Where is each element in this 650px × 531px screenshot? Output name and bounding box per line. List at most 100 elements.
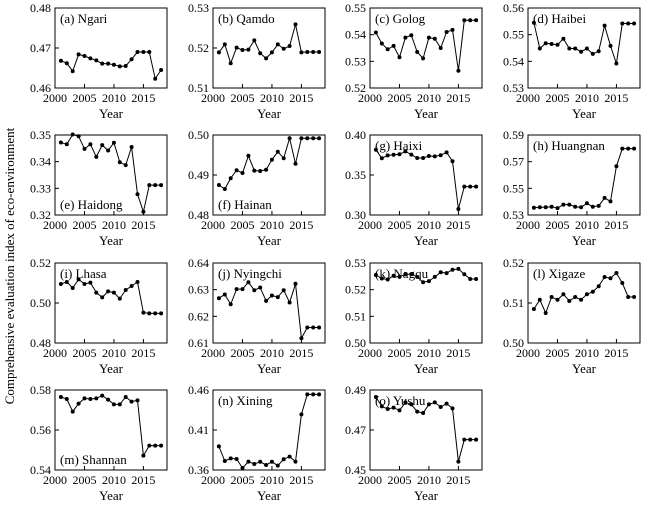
panel-6-data-point — [228, 176, 233, 181]
panel-5-data-point — [141, 209, 146, 214]
panel-11-data-point — [468, 277, 473, 281]
panel-8-series-line — [533, 148, 635, 209]
panel-15-data-point — [474, 437, 479, 442]
panel-2-data-point — [222, 42, 227, 47]
panel-12-data-point — [573, 295, 578, 299]
panel-2-data-point — [281, 46, 286, 51]
panel-9-data-point — [153, 311, 158, 316]
panel-1-series-line — [60, 51, 162, 81]
panel-10-x-axis-label: Year — [257, 361, 282, 376]
panel-14-data-point — [258, 459, 263, 464]
panel-9-data-point — [135, 280, 140, 284]
panel-4-data-point — [579, 49, 584, 54]
panel-11-data-point — [391, 273, 396, 278]
panel-4-y-tick-label: 0.54 — [503, 54, 524, 68]
panel-13-y-tick-label: 0.56 — [30, 423, 51, 437]
panel-11-data-point — [397, 274, 402, 279]
panel-9-x-tick-label: 2005 — [72, 346, 96, 360]
panel-10-data-point — [287, 300, 292, 305]
panel-7-data-point — [397, 152, 402, 157]
panel-11-x-tick-label: 2000 — [358, 346, 382, 360]
panel-8-data-point — [579, 205, 584, 210]
panel-3-data-point — [421, 56, 426, 61]
panel-2-x-tick-label: 2000 — [201, 91, 225, 105]
panel-5-data-point — [76, 134, 81, 139]
panel-4-data-point — [531, 20, 536, 25]
panel-8-x-tick-label: 2005 — [545, 218, 569, 232]
panel-14-data-point — [287, 454, 292, 459]
panel-12-y-tick-label: 0.51 — [503, 296, 524, 310]
panel-9-data-point — [58, 282, 63, 286]
panel-11-data-point — [403, 272, 408, 277]
panel-6-data-point — [275, 149, 280, 154]
panel-4-data-point — [620, 21, 625, 26]
panel-15-data-point — [432, 400, 437, 405]
panel-12-data-point — [561, 292, 566, 297]
panel-6-data-point — [216, 183, 221, 187]
panel-6-data-point — [246, 153, 251, 158]
panel-8-data-point — [590, 204, 595, 209]
panel-6-x-axis-label: Year — [257, 233, 282, 248]
panel-11-y-tick-label: 0.51 — [345, 309, 366, 323]
panel-15-data-point — [409, 402, 414, 407]
panel-10-data-point — [311, 325, 316, 330]
panel-12-data-point — [608, 276, 613, 281]
panel-11-data-point — [432, 274, 437, 279]
panel-11-data-point — [444, 271, 449, 276]
panel-9-data-point — [111, 290, 116, 295]
panel-10-data-point — [299, 336, 304, 341]
panel-3-data-point — [444, 30, 449, 34]
panel-3-data-point — [403, 35, 408, 40]
panel-7-data-point — [409, 152, 414, 157]
panel-3-data-point — [397, 55, 402, 60]
panel-14-data-point — [311, 392, 316, 397]
panel-15-data-point — [415, 409, 420, 414]
panel-13-data-point — [106, 397, 111, 402]
panel-15-panel-label: (o) Yushu — [375, 393, 426, 408]
panel-3-data-point — [468, 18, 473, 23]
panel-12-panel-label: (l) Xigaze — [533, 266, 586, 281]
panel-8-data-point — [537, 205, 542, 210]
panel-8-data-point — [549, 204, 554, 209]
panel-7-data-point — [415, 156, 420, 160]
panel-12-y-tick-label: 0.50 — [503, 336, 524, 350]
panel-13-panel-label: (m) Shannan — [60, 452, 127, 467]
panel-14-x-tick-label: 2010 — [260, 473, 284, 487]
panel-9-series-line — [60, 278, 162, 314]
panel-12-data-point — [537, 297, 542, 302]
panel-15-data-point — [403, 400, 408, 405]
panel-2-x-tick-label: 2010 — [260, 91, 284, 105]
panel-1-data-point — [100, 61, 105, 66]
panel-4-data-point — [632, 21, 637, 26]
panel-8-frame — [527, 134, 641, 216]
panel-11-y-tick-label: 0.52 — [345, 283, 366, 297]
panel-10-x-tick-label: 2005 — [230, 346, 254, 360]
panel-11-x-tick-label: 2010 — [417, 346, 441, 360]
panel-15-data-point — [438, 405, 443, 409]
panel-15-y-tick-label: 0.49 — [345, 383, 366, 397]
panel-5-y-tick-label: 0.32 — [30, 208, 51, 222]
panel-1-data-point — [64, 61, 69, 66]
panel-13-x-tick-label: 2010 — [102, 473, 126, 487]
panel-14-data-point — [293, 459, 298, 464]
panel-8-data-point — [620, 146, 625, 151]
panel-13-data-point — [147, 443, 152, 448]
panel-1-y-tick-label: 0.48 — [30, 1, 51, 15]
panel-6-x-tick-label: 2010 — [260, 218, 284, 232]
panel-7-panel-label: (g) Haixi — [375, 138, 423, 153]
panel-14-data-point — [299, 412, 304, 417]
panel-6-data-point — [222, 187, 227, 191]
panel-5-frame — [54, 134, 168, 216]
panel-2-y-tick-label: 0.51 — [188, 81, 209, 95]
panel-7-data-point — [468, 184, 473, 189]
panel-10-data-point — [281, 288, 286, 293]
panel-9-data-point — [117, 296, 122, 301]
panel-14-data-point — [252, 462, 257, 466]
panel-3-data-point — [409, 33, 414, 38]
panel-5-data-point — [135, 192, 140, 197]
panel-12-data-point — [555, 297, 560, 302]
panel-4-data-point — [543, 41, 548, 46]
panel-12-data-point — [543, 311, 548, 315]
panel-6-data-point — [293, 161, 298, 166]
